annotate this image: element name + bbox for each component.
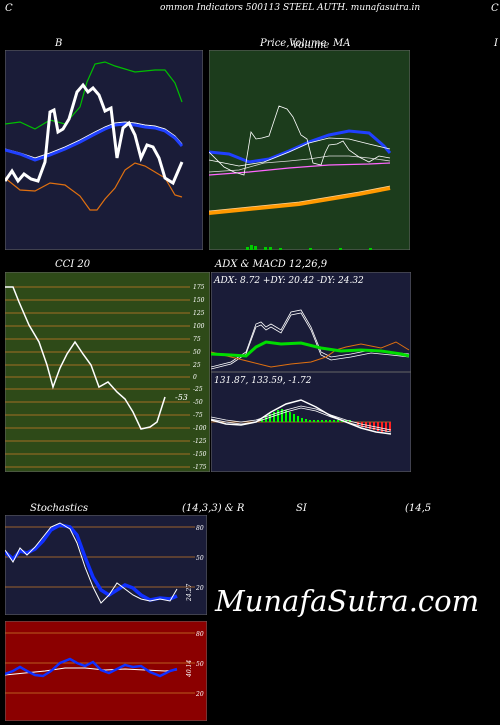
stoch-tick: 50 bbox=[196, 555, 204, 562]
rsi-grid bbox=[5, 632, 195, 694]
ma-pink bbox=[209, 162, 391, 176]
adx-macd-title: ADX & MACD 12,26,9 bbox=[215, 259, 328, 270]
cci-tick: -50 bbox=[193, 399, 203, 406]
price-line bbox=[5, 82, 184, 186]
stoch-bg bbox=[5, 515, 207, 615]
bollinger-bg bbox=[5, 50, 203, 250]
rsi-params: (14,5 bbox=[405, 503, 432, 514]
cci-bg bbox=[5, 272, 210, 472]
ma-white-b bbox=[209, 155, 391, 173]
stoch-params: (14,3,3) & R bbox=[182, 503, 245, 514]
stochastics-chart: 80 50 20 24.27 bbox=[5, 515, 207, 615]
edge-strip bbox=[416, 50, 500, 250]
header-left-char: C bbox=[5, 3, 13, 14]
price-chart bbox=[209, 50, 410, 250]
cci-tick: -175 bbox=[193, 464, 207, 471]
cci-tick: 25 bbox=[192, 362, 201, 369]
cci-tick: -100 bbox=[193, 425, 207, 432]
rsi-chart: 80 50 20 40.14 bbox=[5, 621, 207, 721]
bollinger-title: B bbox=[55, 38, 63, 49]
adx-chart: ADX: 8.72 +DY: 20.42 -DY: 24.32 bbox=[211, 272, 411, 372]
bollinger-chart bbox=[5, 50, 203, 250]
macd-chart: 131.87, 133.59, -1.72 bbox=[211, 372, 411, 472]
rsi-ma-line bbox=[5, 667, 178, 676]
cci-tick: -75 bbox=[193, 412, 203, 419]
minus-dy-line bbox=[211, 341, 410, 368]
middle-band-outer bbox=[5, 121, 183, 159]
cci-tick: 150 bbox=[193, 297, 205, 304]
upper-band bbox=[5, 61, 183, 130]
stoch-k-line bbox=[5, 522, 178, 604]
cci-tick: -25 bbox=[193, 386, 203, 393]
rsi-tick: 20 bbox=[195, 691, 204, 698]
rsi-tick: 50 bbox=[196, 661, 204, 668]
page-title: ommon Indicators 500113 STEEL AUTH. muna… bbox=[160, 3, 421, 13]
cci-grid bbox=[5, 286, 190, 468]
adx-line bbox=[211, 340, 410, 358]
cci-tick: 100 bbox=[193, 323, 205, 330]
rsi-tick: 80 bbox=[196, 631, 204, 638]
cci-title: CCI 20 bbox=[55, 259, 91, 270]
signal-line-2 bbox=[211, 407, 392, 433]
rsi-line bbox=[5, 657, 178, 678]
plus-dy-line-2 bbox=[211, 312, 410, 370]
ma-blue bbox=[209, 129, 392, 164]
header-right-char: C bbox=[491, 3, 499, 14]
stoch-tick: 20 bbox=[195, 585, 204, 592]
cci-value-label: -53 bbox=[175, 393, 188, 402]
price-suffix: MA bbox=[333, 38, 351, 49]
cci-line bbox=[5, 286, 166, 430]
watermark: MunafaSutra.com bbox=[215, 584, 480, 618]
cci-tick: -150 bbox=[193, 451, 207, 458]
cci-tick: 125 bbox=[193, 310, 205, 317]
price-overlay-a: Volume bbox=[289, 38, 327, 49]
signal-line bbox=[211, 405, 392, 431]
edge-title: I bbox=[494, 38, 498, 49]
macd-line bbox=[211, 399, 392, 435]
price-close-line bbox=[209, 105, 391, 176]
plus-dy-line bbox=[211, 309, 410, 368]
middle-band bbox=[5, 122, 184, 162]
ma-white-a bbox=[209, 137, 391, 167]
price-overlay-b: Volume bbox=[292, 40, 330, 51]
stoch-title: Stochastics bbox=[30, 503, 88, 514]
cci-tick: 75 bbox=[193, 336, 201, 343]
cci-chart: 175 150 125 100 75 50 25 0 -25 -50 -75 -… bbox=[5, 272, 210, 472]
cci-tick: 50 bbox=[193, 349, 201, 356]
rsi-title: SI bbox=[296, 503, 307, 514]
price-title: Price, bbox=[260, 38, 290, 49]
stoch-tick: 80 bbox=[196, 525, 204, 532]
adx-values: ADX: 8.72 +DY: 20.42 -DY: 24.32 bbox=[213, 276, 364, 286]
cci-ticks: 175 150 125 100 75 50 25 0 -25 -50 -75 -… bbox=[192, 284, 207, 471]
cci-tick: -125 bbox=[193, 438, 207, 445]
volume-bars bbox=[246, 245, 372, 250]
cci-tick: 175 bbox=[193, 284, 205, 291]
macd-values: 131.87, 133.59, -1.72 bbox=[214, 376, 312, 386]
ma-orange-hi bbox=[209, 185, 391, 212]
stoch-value-label: 24.27 bbox=[186, 584, 193, 602]
lower-band bbox=[5, 162, 183, 211]
cci-tick: 0 bbox=[193, 374, 197, 381]
ma-orange bbox=[209, 186, 391, 215]
rsi-value-label: 40.14 bbox=[186, 660, 193, 678]
